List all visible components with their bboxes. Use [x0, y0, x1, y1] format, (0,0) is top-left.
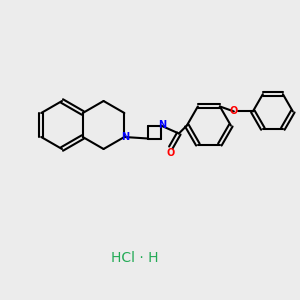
Text: N: N	[121, 132, 129, 142]
Text: O: O	[167, 148, 175, 158]
Text: N: N	[158, 119, 166, 130]
Text: O: O	[230, 106, 238, 116]
Text: HCl · H: HCl · H	[111, 251, 159, 265]
